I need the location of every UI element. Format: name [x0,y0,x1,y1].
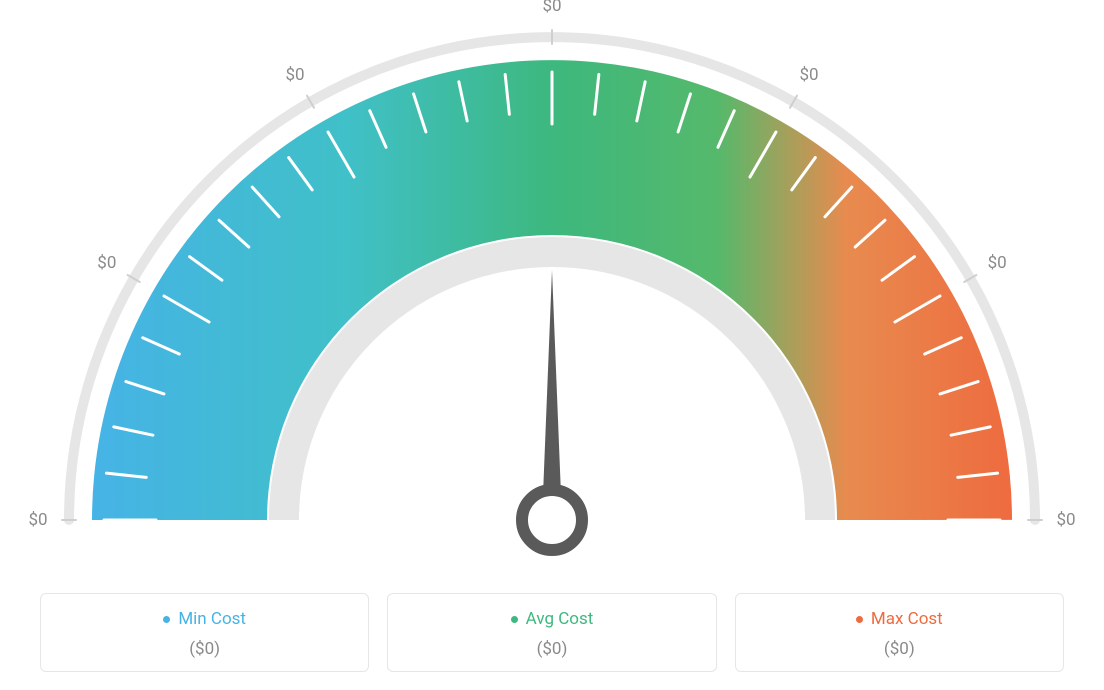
legend-dot-max [856,616,863,623]
legend-label-max: Max Cost [871,609,943,629]
legend-label-min: Min Cost [178,609,246,629]
legend-dot-min [163,616,170,623]
legend-value-max: ($0) [746,639,1053,659]
gauge-tick-label: $0 [988,253,1007,273]
legend-card-min: Min Cost ($0) [40,593,369,673]
legend-value-min: ($0) [51,639,358,659]
legend-label-avg: Avg Cost [526,609,594,629]
gauge-tick-label: $0 [97,253,116,273]
gauge-tick-label: $0 [799,65,818,85]
cost-gauge: $0 $0 $0 $0 $0 $0 $0 [0,0,1104,570]
legend-value-avg: ($0) [398,639,705,659]
legend-card-avg: Avg Cost ($0) [387,593,716,673]
gauge-tick-label: $0 [1056,510,1075,530]
gauge-tick-label: $0 [285,65,304,85]
legend-card-max: Max Cost ($0) [735,593,1064,673]
legend-row: Min Cost ($0) Avg Cost ($0) Max Cost ($0… [40,593,1064,673]
gauge-tick-label: $0 [28,510,47,530]
legend-dot-avg [511,616,518,623]
gauge-tick-label: $0 [542,0,561,16]
